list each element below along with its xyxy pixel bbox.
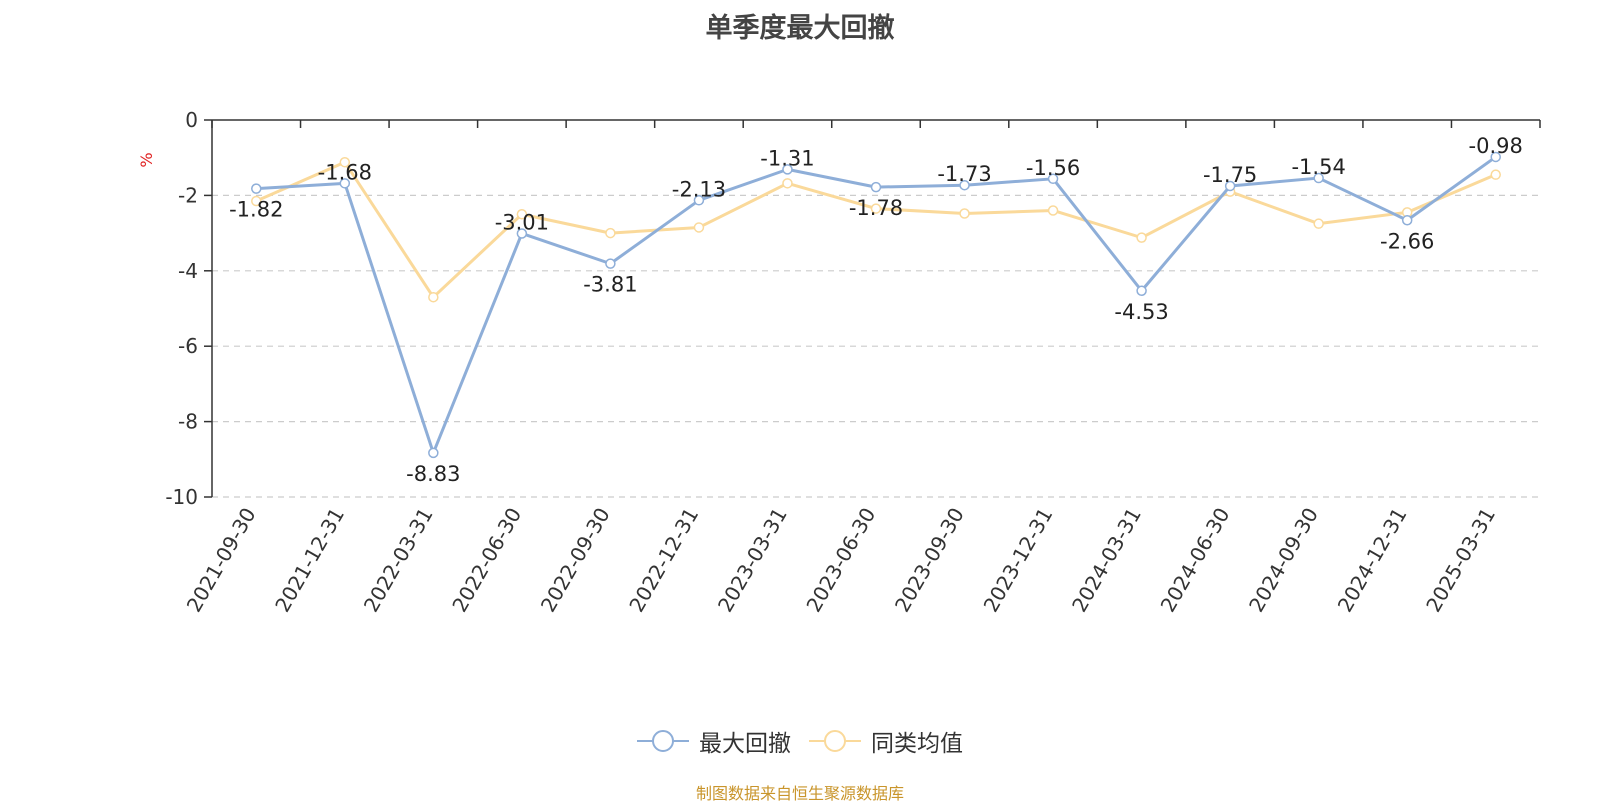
data-label: -2.13 bbox=[672, 177, 726, 201]
y-axis-unit-label: % bbox=[137, 152, 156, 167]
data-labels: -1.82 -1.68 -8.83 -3.01 -3.81 -2.13 -1.31 -1.78… bbox=[229, 134, 1523, 486]
data-label: -1.54 bbox=[1291, 155, 1345, 179]
x-tick-label: 2024-12-31 bbox=[1333, 504, 1412, 617]
x-tick-label: 2025-03-31 bbox=[1421, 504, 1500, 617]
data-label: -4.53 bbox=[1114, 300, 1168, 324]
data-label: -1.68 bbox=[318, 160, 372, 184]
data-point bbox=[428, 291, 439, 303]
legend-item-peer-average[interactable]: 同类均值 bbox=[809, 724, 963, 758]
data-label: -1.78 bbox=[849, 196, 903, 220]
y-tick-label: -6 bbox=[178, 334, 198, 358]
legend-line-circle-icon bbox=[809, 730, 861, 752]
y-tick-label: 0 bbox=[185, 108, 198, 132]
data-point bbox=[516, 228, 528, 239]
y-tick-label: -2 bbox=[178, 183, 198, 207]
source-note: 制图数据来自恒生聚源数据库 bbox=[695, 784, 904, 803]
grid-lines bbox=[212, 194, 1540, 498]
data-point bbox=[693, 195, 705, 206]
legend-label: 最大回撤 bbox=[699, 731, 791, 757]
data-point bbox=[1136, 232, 1147, 243]
y-tick-label: -10 bbox=[165, 485, 198, 509]
data-label: -3.81 bbox=[583, 273, 637, 297]
data-label: -3.01 bbox=[495, 210, 549, 234]
data-point bbox=[251, 183, 262, 194]
data-point bbox=[693, 222, 705, 233]
legend-item-drawdown[interactable]: 最大回撤 bbox=[637, 724, 791, 758]
y-tick-label: -4 bbox=[178, 259, 198, 283]
data-point bbox=[782, 178, 793, 189]
data-label: -1.73 bbox=[937, 162, 991, 186]
data-point bbox=[782, 164, 793, 175]
data-point bbox=[1047, 205, 1059, 216]
data-point bbox=[251, 195, 262, 207]
data-point bbox=[1401, 215, 1413, 226]
data-point bbox=[959, 208, 970, 219]
data-label: -8.83 bbox=[406, 462, 460, 486]
legend-label: 同类均值 bbox=[871, 731, 963, 757]
data-point bbox=[339, 156, 351, 168]
data-point bbox=[605, 227, 616, 239]
data-label: -1.75 bbox=[1203, 163, 1257, 187]
data-point bbox=[1313, 172, 1324, 184]
x-tick-label: 2022-12-31 bbox=[624, 504, 703, 617]
x-tick-label: 2023-03-31 bbox=[713, 504, 792, 617]
x-tick-label: 2021-12-31 bbox=[270, 504, 349, 617]
x-tick-label: 2022-09-30 bbox=[536, 504, 615, 617]
data-label: -1.82 bbox=[229, 198, 283, 222]
x-tick-label: 2024-09-30 bbox=[1244, 504, 1323, 617]
data-label: -1.56 bbox=[1026, 156, 1080, 180]
data-point bbox=[428, 447, 439, 459]
legend: 最大回撤 同类均值 bbox=[0, 724, 1600, 758]
x-tick-label: 2023-09-30 bbox=[890, 504, 969, 617]
y-tick-label: -8 bbox=[178, 410, 198, 434]
x-tick-label: 2022-06-30 bbox=[447, 504, 526, 617]
series bbox=[251, 151, 1501, 459]
legend-line-circle-icon bbox=[637, 730, 689, 752]
data-label: -2.66 bbox=[1380, 229, 1434, 253]
data-point bbox=[1313, 218, 1324, 229]
x-tick-label: 2022-03-31 bbox=[359, 504, 438, 617]
x-tick-label: 2021-09-30 bbox=[182, 504, 261, 617]
data-point bbox=[516, 209, 528, 220]
x-tick-label: 2024-03-31 bbox=[1067, 504, 1146, 617]
data-point bbox=[1224, 180, 1236, 192]
data-point bbox=[870, 203, 882, 214]
chart-title: 单季度最大回撤 bbox=[705, 13, 895, 44]
data-label: -1.31 bbox=[760, 146, 814, 170]
data-point bbox=[959, 179, 970, 191]
x-tick-label: 2024-06-30 bbox=[1156, 504, 1235, 617]
x-tick-label: 2023-12-31 bbox=[978, 504, 1057, 617]
data-point bbox=[1490, 169, 1501, 180]
data-point bbox=[1490, 151, 1501, 163]
data-point bbox=[870, 181, 882, 193]
x-tick-label: 2023-06-30 bbox=[801, 504, 880, 617]
data-point bbox=[1047, 173, 1059, 185]
data-point bbox=[1136, 285, 1147, 297]
data-point bbox=[605, 258, 616, 269]
data-point bbox=[339, 178, 351, 189]
data-label: -0.98 bbox=[1469, 134, 1523, 158]
